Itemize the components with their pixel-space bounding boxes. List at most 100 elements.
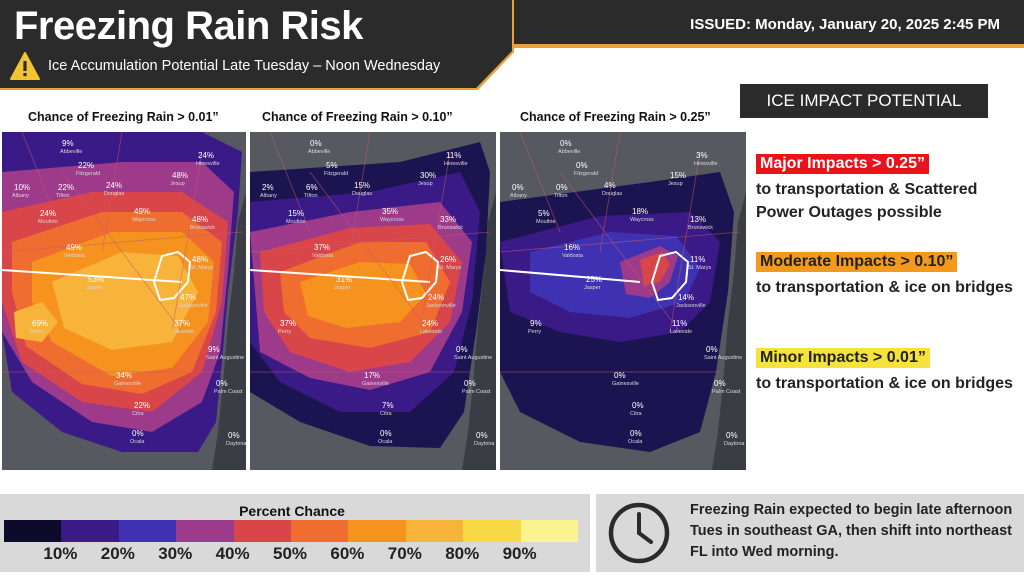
map-percent-label: 16% [564, 243, 580, 252]
legend-tick: 40% [215, 544, 250, 563]
map-city-label: Palm Coast [214, 389, 243, 395]
map-percent-label: 0% [132, 429, 144, 438]
map-percent-label: 11% [672, 319, 687, 328]
map-percent-label: 22% [58, 183, 74, 192]
legend-title: Percent Chance [239, 503, 345, 519]
map-city-label: Tifton [554, 193, 568, 199]
map-percent-label: 5% [326, 161, 338, 170]
map-percent-label: 24% [422, 319, 438, 328]
map-percent-label: 11% [446, 151, 461, 160]
map-percent-label: 22% [134, 401, 150, 410]
map-percent-label: 0% [714, 379, 726, 388]
map-panel-010: 2% Albany 0% Abbeville 5% Fitzgerald 6% Tifton 1… [250, 132, 496, 470]
moderate-impact-tag: Moderate Impacts > 0.10” [756, 252, 958, 272]
legend-swatch [291, 520, 349, 542]
map-percent-label: 0% [464, 379, 476, 388]
map-percent-label: 0% [632, 401, 644, 410]
title-panel [0, 0, 512, 88]
map-city-label: Jasper [334, 285, 351, 291]
map-percent-label: 25% [586, 275, 602, 284]
map-city-label: Perry [278, 329, 291, 335]
map-city-label: Hinesville [444, 161, 468, 167]
map-percent-label: 48% [172, 171, 188, 180]
legend-tick: 50% [273, 544, 308, 563]
map-city-label: Brunswick [438, 225, 463, 231]
map-label-010: Chance of Freezing Rain > 0.10” [262, 110, 453, 124]
map-percent-label: 0% [456, 345, 468, 354]
issued-timestamp: ISSUED: Monday, January 20, 2025 2:45 PM [690, 16, 1000, 33]
map-city-label: Daytona [724, 441, 745, 447]
map-city-label: Perry [30, 329, 43, 335]
map-010: 2%Albany0%Abbeville5%Fitzgerald6%Tifton1… [250, 132, 496, 470]
map-city-label: Citra [630, 411, 643, 417]
map-percent-label: 37% [280, 319, 296, 328]
map-percent-label: 0% [560, 139, 572, 148]
map-city-label: Jasper [584, 285, 601, 291]
map-city-label: Fitzgerald [76, 171, 100, 177]
map-city-label: St. Marys [190, 265, 213, 271]
map-percent-label: 48% [192, 255, 208, 264]
map-city-label: Douglas [352, 191, 372, 197]
map-city-label: Brunswick [190, 225, 215, 231]
map-city-label: Abbeville [308, 149, 330, 155]
map-percent-label: 0% [726, 431, 738, 440]
legend-swatch [4, 520, 62, 542]
map-percent-label: 26% [440, 255, 456, 264]
map-percent-label: 11% [690, 255, 705, 264]
map-percent-label: 15% [354, 181, 370, 190]
map-city-label: Lakeside [172, 329, 194, 335]
map-percent-label: 17% [364, 371, 380, 380]
moderate-impact-desc: to transportation & ice on bridges [756, 279, 1013, 296]
map-city-label: Ocala [378, 439, 393, 445]
map-city-label: Jasper [86, 285, 103, 291]
map-percent-label: 24% [106, 181, 122, 190]
map-percent-label: 24% [40, 209, 56, 218]
map-city-label: Albany [510, 193, 527, 199]
map-city-label: Jacksonville [178, 303, 208, 309]
legend-tick: 70% [387, 544, 422, 563]
map-city-label: Jacksonville [426, 303, 456, 309]
major-impact-tag: Major Impacts > 0.25” [756, 154, 929, 174]
map-city-label: Valdosta [312, 253, 334, 259]
info-text: Freezing Rain expected to begin late aft… [690, 502, 1013, 560]
map-city-label: Moultrie [286, 219, 306, 225]
map-percent-label: 30% [420, 171, 436, 180]
map-city-label: Waycross [630, 217, 654, 223]
map-city-label: Douglas [104, 191, 124, 197]
map-city-label: Jesup [418, 181, 433, 187]
map-percent-label: 13% [690, 215, 706, 224]
map-percent-label: 69% [32, 319, 48, 328]
map-percent-label: 14% [678, 293, 694, 302]
map-city-label: Lakeside [670, 329, 692, 335]
minor-impact-desc: to transportation & ice on bridges [756, 375, 1013, 392]
map-percent-label: 0% [630, 429, 642, 438]
map-percent-label: 34% [116, 371, 132, 380]
map-city-label: Ocala [628, 439, 643, 445]
map-percent-label: 37% [314, 243, 330, 252]
map-percent-label: 6% [306, 183, 318, 192]
legend-swatch [61, 520, 120, 542]
map-percent-label: 0% [576, 161, 588, 170]
clock-icon [608, 502, 670, 564]
page-title: Freezing Rain Risk [14, 4, 363, 48]
map-percent-label: 3% [696, 151, 708, 160]
map-city-label: Saint Augustine [206, 355, 244, 361]
map-city-label: Gainesville [612, 381, 639, 387]
legend-swatch [176, 520, 235, 542]
map-city-label: Abbeville [558, 149, 580, 155]
map-city-label: Palm Coast [462, 389, 491, 395]
map-city-label: Jesup [170, 181, 185, 187]
map-percent-label: 24% [198, 151, 214, 160]
map-city-label: Citra [132, 411, 145, 417]
map-city-label: Saint Augustine [454, 355, 492, 361]
map-city-label: Perry [528, 329, 541, 335]
map-city-label: Lakeside [420, 329, 442, 335]
map-percent-label: 31% [336, 275, 352, 284]
map-city-label: Jacksonville [676, 303, 706, 309]
minor-impact-tag: Minor Impacts > 0.01” [756, 348, 930, 368]
legend-swatch [405, 520, 464, 542]
map-percent-label: 24% [428, 293, 444, 302]
map-percent-label: 47% [180, 293, 196, 302]
legend-swatch [118, 520, 177, 542]
